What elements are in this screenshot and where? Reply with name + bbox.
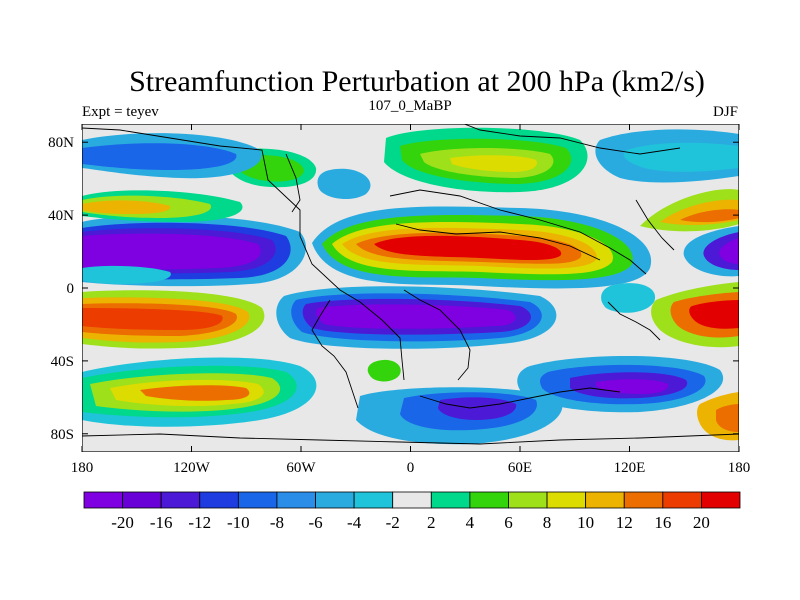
map-area [82,124,739,452]
colorbar-swatch [585,491,625,509]
chart-title: Streamfunction Perturbation at 200 hPa (… [129,65,705,98]
colorbar-level-label: -6 [308,513,322,532]
colorbar-swatch [469,491,509,509]
colorbar-swatch [122,491,162,509]
colorbar-level-label: 2 [427,513,436,532]
anomaly-pacific-ridge-north [82,190,243,222]
colorbar-level-label: 4 [466,513,475,532]
y-tick-label: 0 [67,281,75,297]
colorbar-swatch [276,491,316,509]
x-axis: 180 120W 60W 0 60E 120E 180 [71,124,751,476]
x-tick-label: 180 [728,460,751,476]
coastlines [82,124,739,445]
colorbar-swatch [392,491,432,509]
colorbar-swatch [508,491,548,509]
run-label: 107_0_MaBP [368,98,451,114]
anomaly-south-indian-low [517,355,724,413]
colorbar-level-label: 6 [504,513,513,532]
colorbar-swatch [701,491,741,509]
colorbar-level-label: -16 [150,513,173,532]
colorbar: -20 -16 -12 -10 -8 -6 -4 -2 2 4 6 8 10 12 16 20 [83,491,741,532]
colorbar-swatch [430,491,471,509]
y-tick-label: 80N [48,135,74,151]
colorbar-swatch [315,491,355,509]
x-tick-label: 60W [286,460,316,476]
anomaly-north-pacific-low [82,215,306,287]
colorbar-swatch [546,491,587,509]
anomaly-north-asia-high [384,127,588,193]
anomaly-south-atlantic-low [276,286,557,349]
colorbar-level-label: 10 [577,513,594,532]
colorbar-level-label: 12 [616,513,633,532]
anomaly-north-lows [82,129,739,200]
colorbar-swatch [662,491,702,509]
anomaly-equatorial-pacific [82,265,656,313]
y-tick-label: 80S [51,427,74,443]
anomaly-eastern-hemisphere-subtropical-high [312,206,652,289]
anomaly-south-pacific-high [82,290,265,349]
y-tick-label: 40S [51,354,74,370]
anomaly-southwest-pacific-high [651,282,739,348]
colorbar-level-label: -4 [347,513,362,532]
x-tick-label: 120E [614,460,646,476]
colorbar-level-label: -10 [227,513,250,532]
x-tick-label: 180 [71,460,94,476]
anomaly-north-pacific-east-high [640,189,739,232]
colorbar-swatch [160,491,201,509]
colorbar-swatch [353,491,394,509]
y-tick-label: 40N [48,208,74,224]
anomaly-north-pacific-low-east [683,226,739,277]
colorbar-swatch [623,491,664,509]
colorbar-swatch [83,491,123,509]
colorbar-level-label: 8 [543,513,552,532]
colorbar-level-label: 16 [654,513,671,532]
y-axis: 80N 40N 0 40S 80S [48,135,739,443]
season-label: DJF [713,104,738,120]
colorbar-level-label: -20 [111,513,134,532]
anomaly-southern-highs-east [367,359,739,441]
anomaly-southern-ocean-high [82,357,317,427]
x-tick-label: 120W [173,460,211,476]
colorbar-level-label: -2 [386,513,400,532]
colorbar-swatch [199,491,239,509]
colorbar-swatch [237,491,278,509]
colorbar-level-label: -8 [270,513,284,532]
x-tick-label: 0 [407,460,415,476]
x-tick-label: 60E [508,460,532,476]
colorbar-level-label: -12 [188,513,211,532]
experiment-label: Expt = teyev [82,104,159,120]
colorbar-level-label: 20 [693,513,710,532]
